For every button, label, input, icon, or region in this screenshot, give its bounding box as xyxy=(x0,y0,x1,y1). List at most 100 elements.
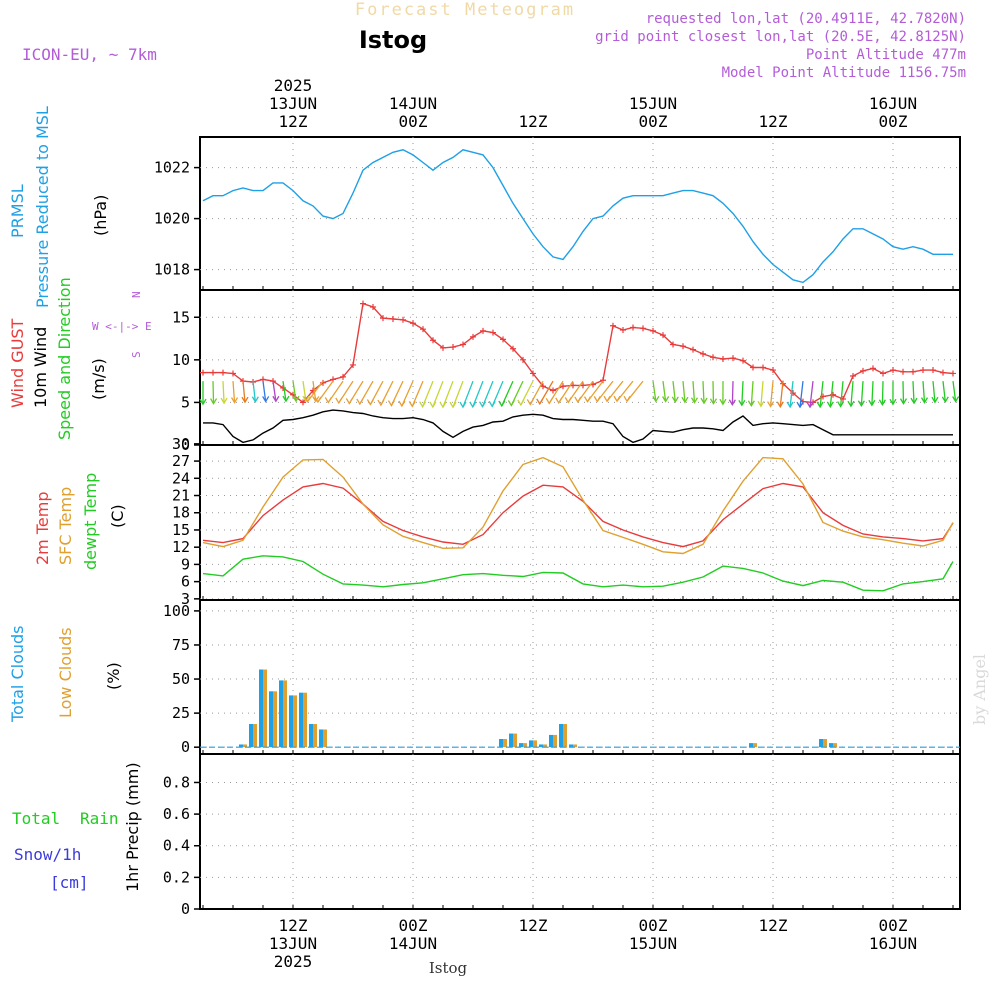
wind-arrow xyxy=(212,381,215,404)
wind-arrowhead xyxy=(282,395,290,403)
wind-arrowhead xyxy=(469,401,477,409)
wind-arrowhead xyxy=(478,401,487,408)
bar-total-clouds xyxy=(259,669,263,748)
wind-arrow xyxy=(769,381,774,407)
bottom-time-label: 00Z xyxy=(399,916,428,935)
wind-arrow xyxy=(829,381,834,407)
wind-arrowhead xyxy=(767,401,775,408)
clouds-ytick-label: 0 xyxy=(181,738,190,756)
bar-low-clouds xyxy=(313,724,317,748)
gust-point xyxy=(400,316,406,323)
wind-arrow xyxy=(421,380,434,407)
wind-arrowhead xyxy=(826,401,834,409)
top-time-label: 00Z xyxy=(399,112,428,131)
gust-point xyxy=(510,345,516,352)
temp-ytick-label: 15 xyxy=(172,521,190,539)
wind-arrowhead xyxy=(941,396,949,404)
wind-arrowhead xyxy=(292,395,300,403)
banner-title: Forecast Meteogram xyxy=(355,0,575,20)
wind-arrowhead xyxy=(526,399,534,406)
wind-arrowhead xyxy=(302,395,310,403)
gust-point xyxy=(880,370,886,377)
wind-arrow xyxy=(922,381,926,403)
gust-point xyxy=(520,356,526,363)
wind-arrow xyxy=(760,381,764,407)
temp-frame xyxy=(199,444,961,601)
wind-arrow xyxy=(692,381,696,403)
pressure-ytick-label: 1022 xyxy=(154,159,190,177)
gust-point xyxy=(870,365,876,372)
wind-arrowhead xyxy=(690,397,699,404)
wind-arrowhead xyxy=(806,401,814,409)
compass-n: N xyxy=(130,291,143,298)
gust-point xyxy=(650,327,656,334)
top-time-label: 13JUN xyxy=(269,94,317,113)
wind-arrow xyxy=(682,381,686,403)
wind-arrowhead xyxy=(700,397,708,405)
gust-point xyxy=(220,369,226,376)
wind-arrow xyxy=(662,381,667,402)
wind-arrow xyxy=(789,381,794,408)
compass-we: W <-|-> E xyxy=(92,320,152,333)
wind-panel: 0 5 10 15 xyxy=(172,289,961,454)
bottom-time-label: 12Z xyxy=(759,916,788,935)
wind-arrowhead xyxy=(920,397,929,404)
precip-axis-label: 1hr Precip (mm) xyxy=(123,762,142,892)
wind-arrowhead xyxy=(796,401,804,409)
pressure-unit-label: (hPa) xyxy=(91,195,110,236)
wind-arrow xyxy=(871,381,874,406)
gust-point xyxy=(930,367,936,374)
wind-arrowhead xyxy=(439,401,447,409)
wind-arrow xyxy=(252,381,257,402)
wind-arrowhead xyxy=(593,396,601,403)
wind-arrow xyxy=(912,381,915,404)
gust-point xyxy=(860,367,866,374)
gust-point xyxy=(730,355,736,362)
gust-point xyxy=(570,382,576,389)
gust-point xyxy=(680,343,686,350)
wind-arrow xyxy=(282,381,287,402)
bar-low-clouds xyxy=(523,743,527,748)
gust-point xyxy=(760,364,766,371)
wind-arrow xyxy=(432,380,444,408)
clouds-ytick-label: 50 xyxy=(172,670,190,688)
clouds-ytick-label: 25 xyxy=(172,704,190,722)
wind-arrowhead xyxy=(623,395,631,403)
bottom-time-label: 00Z xyxy=(639,916,668,935)
wind-arrow xyxy=(819,381,824,408)
gust-point xyxy=(560,383,566,390)
precip-labels: Total Rain Snow/1h [cm] 1hr Precip (mm) xyxy=(12,762,142,892)
wind-speed-dir-label: Speed and Direction xyxy=(55,277,74,440)
gust-point xyxy=(340,373,346,380)
snow-unit-label: [cm] xyxy=(50,873,89,892)
gust-point xyxy=(900,368,906,375)
gust-point xyxy=(310,387,316,394)
wind-arrowhead xyxy=(857,400,865,407)
wind-arrowhead xyxy=(429,401,437,409)
wind-arrowhead xyxy=(847,400,855,408)
top-time-label: 14JUN xyxy=(389,94,437,113)
gust-point xyxy=(360,300,366,307)
wind-arrow xyxy=(942,381,946,402)
gust-point xyxy=(950,370,956,377)
bottom-time-label: 00Z xyxy=(879,916,908,935)
footer-station: Istog xyxy=(429,959,468,977)
wind-arrowhead xyxy=(449,401,457,409)
wind-arrow xyxy=(809,381,814,408)
top-time-label: 2025 xyxy=(274,76,313,95)
temp-labels: 2m Temp SFC Temp dewpt Temp (C) xyxy=(33,473,127,570)
bar-total-clouds xyxy=(269,691,273,748)
bar-low-clouds xyxy=(273,691,277,748)
series-wind-gust xyxy=(203,302,954,404)
wind-arrowhead xyxy=(230,397,239,404)
wind-arrow xyxy=(779,381,784,407)
wind-arrow xyxy=(952,381,957,402)
bar-low-clouds xyxy=(503,739,507,748)
bar-total-clouds xyxy=(249,724,253,748)
bar-total-clouds xyxy=(749,743,753,748)
bar-total-clouds xyxy=(549,734,553,748)
wind-arrowhead xyxy=(241,396,249,404)
bar-low-clouds xyxy=(833,743,837,748)
